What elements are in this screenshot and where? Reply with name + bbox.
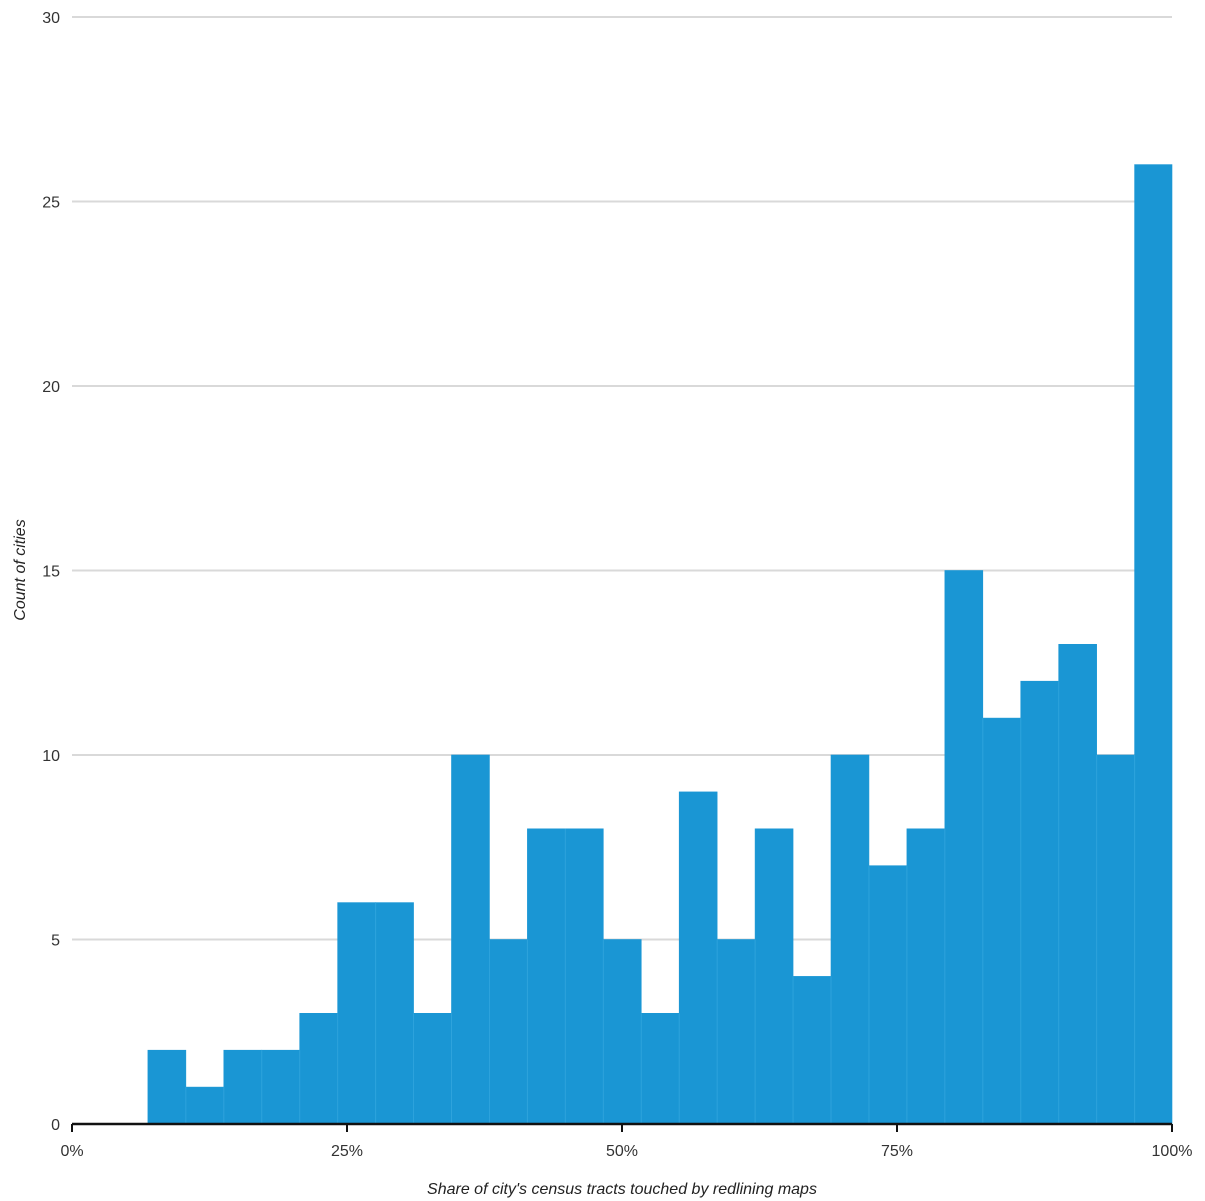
histogram-bar [716, 939, 756, 1125]
histogram-bar [678, 791, 718, 1125]
histogram-bar [223, 1049, 263, 1125]
histogram-bar [982, 717, 1022, 1125]
histogram-bar [868, 865, 908, 1125]
histogram-bar [906, 828, 946, 1125]
x-tick-label: 100% [1152, 1143, 1193, 1160]
y-axis-ticks: 0 5 10 15 20 25 30 [42, 10, 60, 1134]
histogram-bar [337, 902, 376, 1125]
histogram-bar [375, 902, 414, 1125]
histogram-bar [185, 1086, 225, 1125]
histogram-bar [147, 1049, 187, 1125]
y-tick-label: 10 [42, 748, 60, 765]
histogram-bar [640, 1012, 680, 1125]
histogram-bar [413, 1012, 452, 1125]
x-tick-label: 75% [881, 1143, 913, 1160]
x-tick-label: 50% [606, 1143, 638, 1160]
histogram-bar [299, 1012, 338, 1125]
y-tick-label: 0 [51, 1117, 60, 1134]
histogram-bar [527, 828, 566, 1125]
histogram-bar [1020, 680, 1060, 1125]
y-tick-label: 5 [51, 933, 60, 950]
histogram-bar [1096, 754, 1135, 1125]
histogram-bar [754, 828, 794, 1125]
y-tick-label: 20 [42, 379, 60, 396]
histogram-bar [602, 939, 642, 1125]
histogram-bar [451, 754, 490, 1125]
y-tick-label: 25 [42, 195, 60, 212]
histogram-bar [489, 939, 528, 1125]
histogram-bar [565, 828, 604, 1125]
histogram-bar [1058, 643, 1097, 1125]
x-tick-label: 25% [331, 1143, 363, 1160]
y-tick-label: 30 [42, 10, 60, 27]
histogram-bar [1134, 164, 1173, 1125]
histogram-bars [147, 164, 1173, 1125]
x-tick-label: 0% [60, 1143, 83, 1160]
x-axis: 0% 25% 50% 75% 100% [60, 1122, 1193, 1160]
x-axis-title: Share of city's census tracts touched by… [427, 1181, 817, 1198]
y-tick-label: 15 [42, 564, 60, 581]
y-axis-title: Count of cities [12, 519, 29, 620]
histogram-bar [792, 976, 832, 1125]
histogram-bar [944, 570, 984, 1125]
histogram-bar [830, 754, 870, 1125]
histogram-bar [261, 1049, 301, 1125]
